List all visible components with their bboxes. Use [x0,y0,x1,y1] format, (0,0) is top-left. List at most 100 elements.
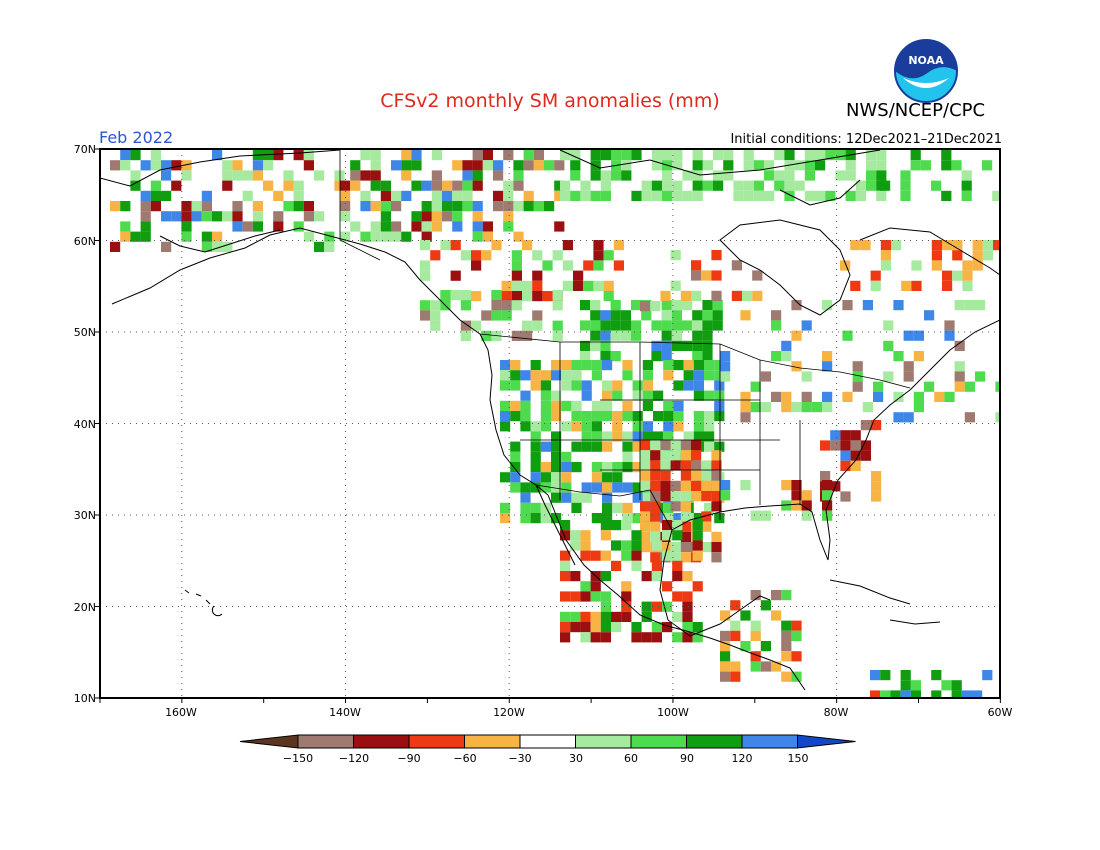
lon-label: 120W [493,706,525,719]
anomaly-cell [733,180,744,191]
anomaly-cell [191,211,202,222]
anomaly-cell [303,211,314,222]
anomaly-cell [671,330,682,341]
anomaly-cell [702,330,713,341]
anomaly-cell [680,491,691,502]
anomaly-cell [672,591,683,602]
anomaly-cell [632,380,643,391]
anomaly-cell [662,170,673,181]
anomaly-cell [730,600,741,611]
anomaly-cell [784,190,795,201]
anomaly-cell [590,581,601,592]
anomaly-cell [850,430,861,441]
anomaly-cell [612,502,623,513]
anomaly-cell [401,190,412,201]
anomaly-cell [975,371,986,382]
anomaly-cell [580,540,591,551]
anomaly-cell [781,590,792,601]
anomaly-cell [530,451,541,462]
anomaly-cell [510,411,521,422]
anomaly-cell [552,320,563,331]
anomaly-cell [523,160,534,171]
anomaly-cell [903,412,914,423]
anomaly-cell [520,492,531,503]
anomaly-cell [511,291,522,302]
anomaly-cell [303,160,314,171]
agency-label: NWS/NCEP/CPC [846,100,986,121]
anomaly-cell [631,320,642,331]
anomaly-cell [472,160,483,171]
anomaly-cell [591,513,602,524]
anomaly-cell [850,460,861,471]
anomaly-cell [293,150,304,161]
anomaly-cell [680,521,691,532]
anomaly-cell [801,320,812,331]
anomaly-cell [702,340,713,351]
anomaly-cell [530,380,541,391]
anomaly-cell [222,180,233,191]
anomaly-cell [593,250,604,261]
anomaly-cell [523,190,534,201]
anomaly-cell [360,231,371,242]
anomaly-cell [551,441,562,452]
colorbar-label: 150 [787,752,809,765]
anomaly-cell [662,190,673,201]
anomaly-cell [880,240,891,251]
anomaly-cell [631,632,642,643]
anomaly-cell [910,680,921,691]
anomaly-cell [860,240,871,251]
anomaly-cell [314,211,325,222]
lon-label: 160W [165,706,197,719]
colorbar-label: 90 [680,752,694,765]
anomaly-cell [612,421,623,432]
anomaly-cell [533,150,544,161]
anomaly-cell [611,560,622,571]
anomaly-cell [491,240,502,251]
anomaly-cell [442,190,453,201]
anomaly-cell [840,460,851,471]
anomaly-cell [501,291,512,302]
anomaly-cell [811,402,822,413]
anomaly-cell [900,190,911,201]
anomaly-cell [303,231,314,242]
anomaly-cell [944,391,955,402]
anomaly-cell [580,351,591,362]
anomaly-cell [753,190,764,201]
anomaly-cell [621,540,632,551]
anomaly-cell [560,180,571,191]
anomaly-cell [273,211,284,222]
anomaly-cell [781,641,792,652]
anomaly-cell [554,160,565,171]
anomaly-cell [431,221,442,232]
anomaly-cell [621,520,632,531]
colorbar-label: −90 [397,752,421,765]
anomaly-cell [150,160,161,171]
anomaly-cell [910,150,921,161]
anomaly-cell [561,462,572,473]
anomaly-cell [431,170,442,181]
anomaly-cell [513,160,524,171]
anomaly-cell [462,170,473,181]
anomaly-cell [510,472,521,483]
anomaly-cell [771,320,782,331]
anomaly-cell [720,671,731,682]
anomaly-cell [242,190,253,201]
anomaly-cell [350,170,361,181]
anomaly-cell [672,632,683,643]
anomaly-cell [682,601,693,612]
anomaly-cells [110,150,1000,698]
anomaly-cell [964,381,975,392]
anomaly-cell [380,180,391,191]
anomaly-cell [600,591,611,602]
anomaly-cell [212,211,223,222]
anomaly-cell [702,351,713,362]
anomaly-cell [712,320,723,331]
anomaly-cell [781,620,792,631]
anomaly-cell [551,411,562,422]
anomaly-cell [551,390,562,401]
anomaly-cell [632,390,643,401]
anomaly-cell [691,450,702,461]
anomaly-cell [720,610,731,621]
anomaly-cell [580,611,591,622]
anomaly-cell [672,530,683,541]
